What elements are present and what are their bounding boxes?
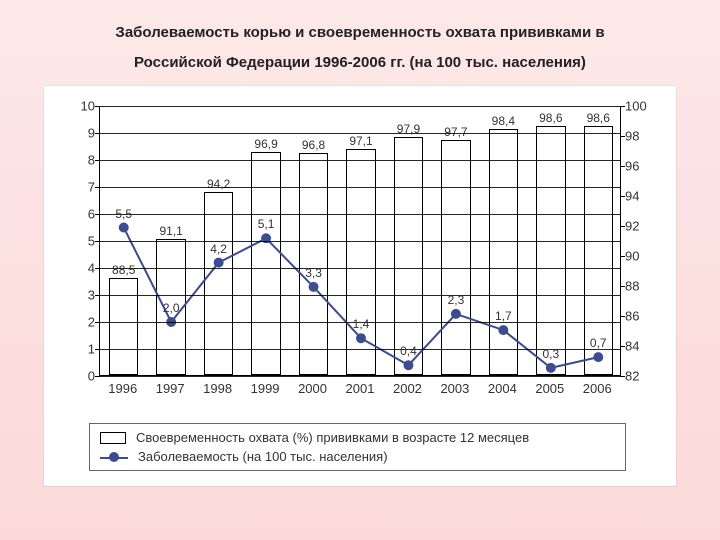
ytick-right: 98 (625, 129, 655, 144)
x-category-label: 1998 (203, 381, 232, 396)
x-category-label: 2003 (440, 381, 469, 396)
line-value-label: 5,5 (115, 207, 132, 221)
line-marker (403, 360, 413, 370)
ytick-left: 7 (70, 180, 95, 195)
gridline (100, 187, 620, 188)
x-category-label: 2004 (488, 381, 517, 396)
x-category-label: 1996 (108, 381, 137, 396)
ytick-right: 92 (625, 219, 655, 234)
line-marker (309, 282, 319, 292)
ytick-left: 6 (70, 207, 95, 222)
x-category-label: 1999 (251, 381, 280, 396)
x-category-label: 2001 (346, 381, 375, 396)
line-value-label: 3,3 (305, 266, 322, 280)
ytick-left: 4 (70, 261, 95, 276)
ytick-left: 3 (70, 288, 95, 303)
plot-area: 88,591,194,296,996,897,197,997,798,498,6… (99, 106, 621, 376)
gridline (100, 268, 620, 269)
ytick-right: 100 (625, 99, 655, 114)
ytick-left: 1 (70, 342, 95, 357)
x-category-label: 2005 (535, 381, 564, 396)
gridline (100, 376, 620, 377)
gridline (100, 160, 620, 161)
line-value-label: 0,7 (590, 336, 607, 350)
title-line-2: Российской Федерации 1996-2006 гг. (на 1… (115, 48, 604, 78)
x-category-label: 2002 (393, 381, 422, 396)
ytick-left: 8 (70, 153, 95, 168)
line-value-label: 0,4 (400, 344, 417, 358)
x-category-label: 2000 (298, 381, 327, 396)
line-marker (214, 258, 224, 268)
line-swatch-icon (100, 450, 128, 464)
ytick-right: 90 (625, 249, 655, 264)
line-value-label: 5,1 (258, 217, 275, 231)
gridline (100, 214, 620, 215)
line-marker (356, 333, 366, 343)
gridline (100, 295, 620, 296)
line-path (124, 228, 599, 368)
gridline (100, 241, 620, 242)
line-marker (593, 352, 603, 362)
line-value-label: 2,3 (448, 293, 465, 307)
x-category-label: 2006 (583, 381, 612, 396)
ytick-right: 84 (625, 339, 655, 354)
legend-bars-label: Своевременность охвата (%) прививками в … (136, 430, 529, 445)
title-line-1: Заболеваемость корью и своевременность о… (115, 18, 604, 48)
legend-item-line: Заболеваемость (на 100 тыс. населения) (100, 447, 615, 466)
ytick-left: 9 (70, 126, 95, 141)
ytick-left: 2 (70, 315, 95, 330)
line-value-label: 4,2 (210, 242, 227, 256)
legend-line-label: Заболеваемость (на 100 тыс. населения) (138, 449, 388, 464)
line-value-label: 2,0 (163, 301, 180, 315)
line-value-label: 0,3 (542, 347, 559, 361)
ytick-right: 96 (625, 159, 655, 174)
ytick-right: 82 (625, 369, 655, 384)
line-marker (119, 223, 129, 233)
legend: Своевременность охвата (%) прививками в … (89, 423, 626, 471)
line-marker (451, 309, 461, 319)
gridline (100, 133, 620, 134)
x-axis-labels: 1996 1997 1998 1999 2000 2001 2002 2003 2004 2005… (99, 381, 621, 401)
ytick-left: 10 (70, 99, 95, 114)
ytick-right: 94 (625, 189, 655, 204)
line-value-label: 1,7 (495, 309, 512, 323)
legend-item-bars: Своевременность охвата (%) прививками в … (100, 428, 615, 447)
line-marker (498, 325, 508, 335)
bar-swatch-icon (100, 432, 126, 444)
ytick-left: 5 (70, 234, 95, 249)
ytick-right: 88 (625, 279, 655, 294)
line-value-label: 1,4 (353, 317, 370, 331)
gridline (100, 106, 620, 107)
line-marker (546, 363, 556, 373)
ytick-right: 86 (625, 309, 655, 324)
chart-container: 88,591,194,296,996,897,197,997,798,498,6… (44, 86, 676, 486)
chart-title: Заболеваемость корью и своевременность о… (75, 0, 644, 86)
ytick-left: 0 (70, 369, 95, 384)
x-category-label: 1997 (156, 381, 185, 396)
